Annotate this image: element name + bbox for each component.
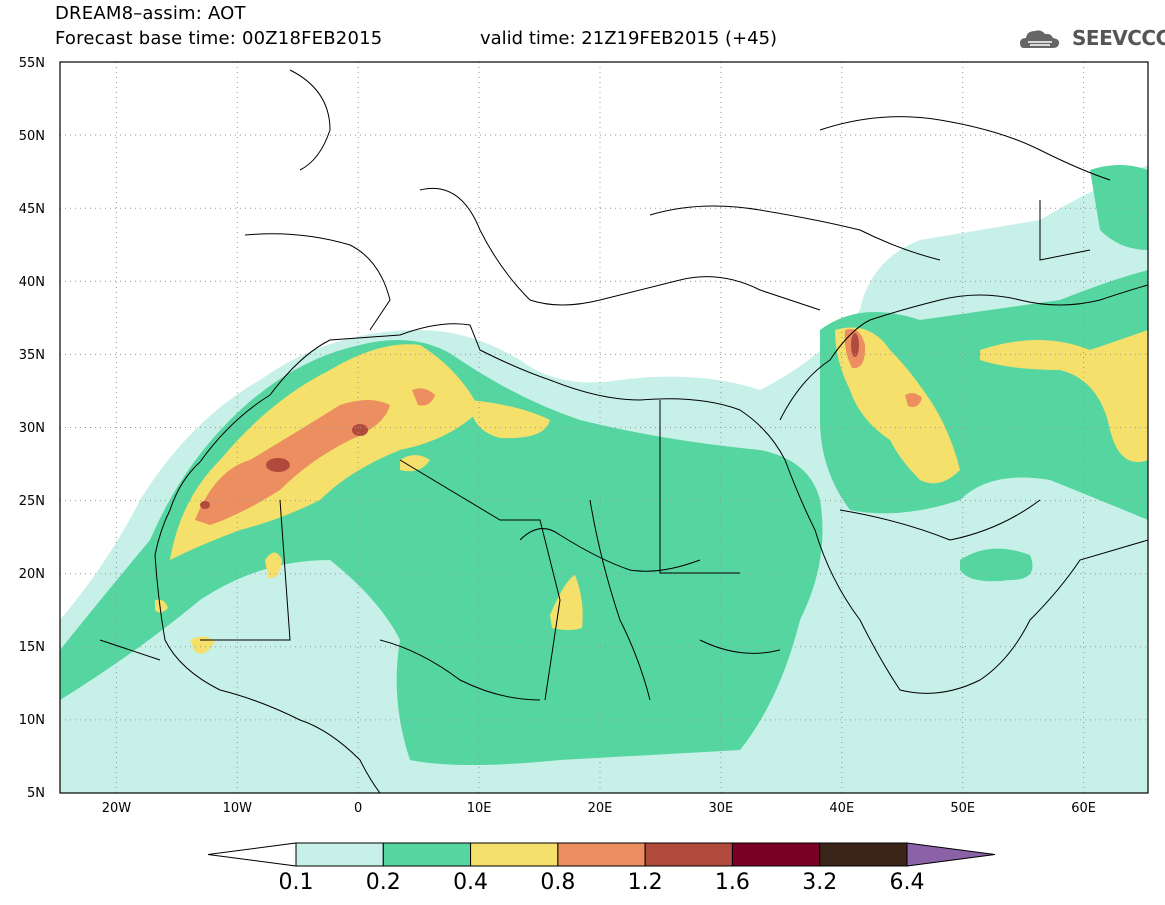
lon-label: 0 <box>354 801 362 816</box>
colorbar-swatch <box>382 842 472 867</box>
lon-label: 20E <box>588 801 613 816</box>
aot-level-1.2 <box>200 333 859 509</box>
lon-label: 30E <box>709 801 734 816</box>
colorbar-swatch <box>470 842 559 867</box>
lat-tick-labels: 55N 50N 45N 40N 35N 30N 25N 20N 15N 10N … <box>19 56 45 801</box>
lat-label: 25N <box>19 494 45 509</box>
colorbar-swatch <box>557 842 646 867</box>
grid <box>60 62 1148 793</box>
colorbar-label: 1.6 <box>714 870 750 895</box>
aot-field <box>60 165 1148 793</box>
lon-label: 20W <box>102 801 132 816</box>
map-title: DREAM8–assim: AOT <box>55 3 246 24</box>
colorbar-label: 1.2 <box>627 870 663 895</box>
colorbar-label: 0.4 <box>453 870 489 895</box>
lon-label: 60E <box>1071 801 1096 816</box>
colorbar-swatch <box>819 842 908 867</box>
lon-label: 40E <box>829 801 854 816</box>
plot-frame <box>59 61 1149 794</box>
lat-label: 10N <box>19 713 45 728</box>
lat-label: 40N <box>19 275 45 290</box>
lon-label: 50E <box>950 801 975 816</box>
colorbar-label: 0.1 <box>278 870 314 895</box>
lat-label: 15N <box>19 640 45 655</box>
colorbar-label: 3.2 <box>802 870 838 895</box>
colorbar <box>207 842 996 867</box>
valid-time: valid time: 21Z19FEB2015 (+45) <box>480 28 778 49</box>
colorbar-swatch <box>295 842 384 867</box>
lat-label: 45N <box>19 202 45 217</box>
lat-label: 5N <box>27 786 45 801</box>
lat-label: 55N <box>19 56 45 71</box>
lon-label: 10E <box>467 801 492 816</box>
logo-text: SEEVCCC <box>1072 26 1165 50</box>
colorbar-label: 0.2 <box>365 870 401 895</box>
colorbar-high-arrow <box>906 842 996 867</box>
cloud-icon <box>1020 30 1060 48</box>
lon-label: 10W <box>223 801 253 816</box>
colorbar-swatch <box>644 842 733 867</box>
lat-label: 20N <box>19 567 45 582</box>
lat-label: 35N <box>19 348 45 363</box>
colorbar-swatch <box>731 842 821 867</box>
colorbar-low-arrow <box>207 842 297 867</box>
lon-tick-labels: 20W 10W 0 10E 20E 30E 40E 50E 60E <box>102 801 1096 816</box>
colorbar-label: 0.8 <box>540 870 576 895</box>
lat-label: 30N <box>19 421 45 436</box>
coastlines <box>99 69 1148 793</box>
forecast-base-time: Forecast base time: 00Z18FEB2015 <box>55 28 383 49</box>
lat-label: 50N <box>19 129 45 144</box>
colorbar-label: 6.4 <box>889 870 925 895</box>
